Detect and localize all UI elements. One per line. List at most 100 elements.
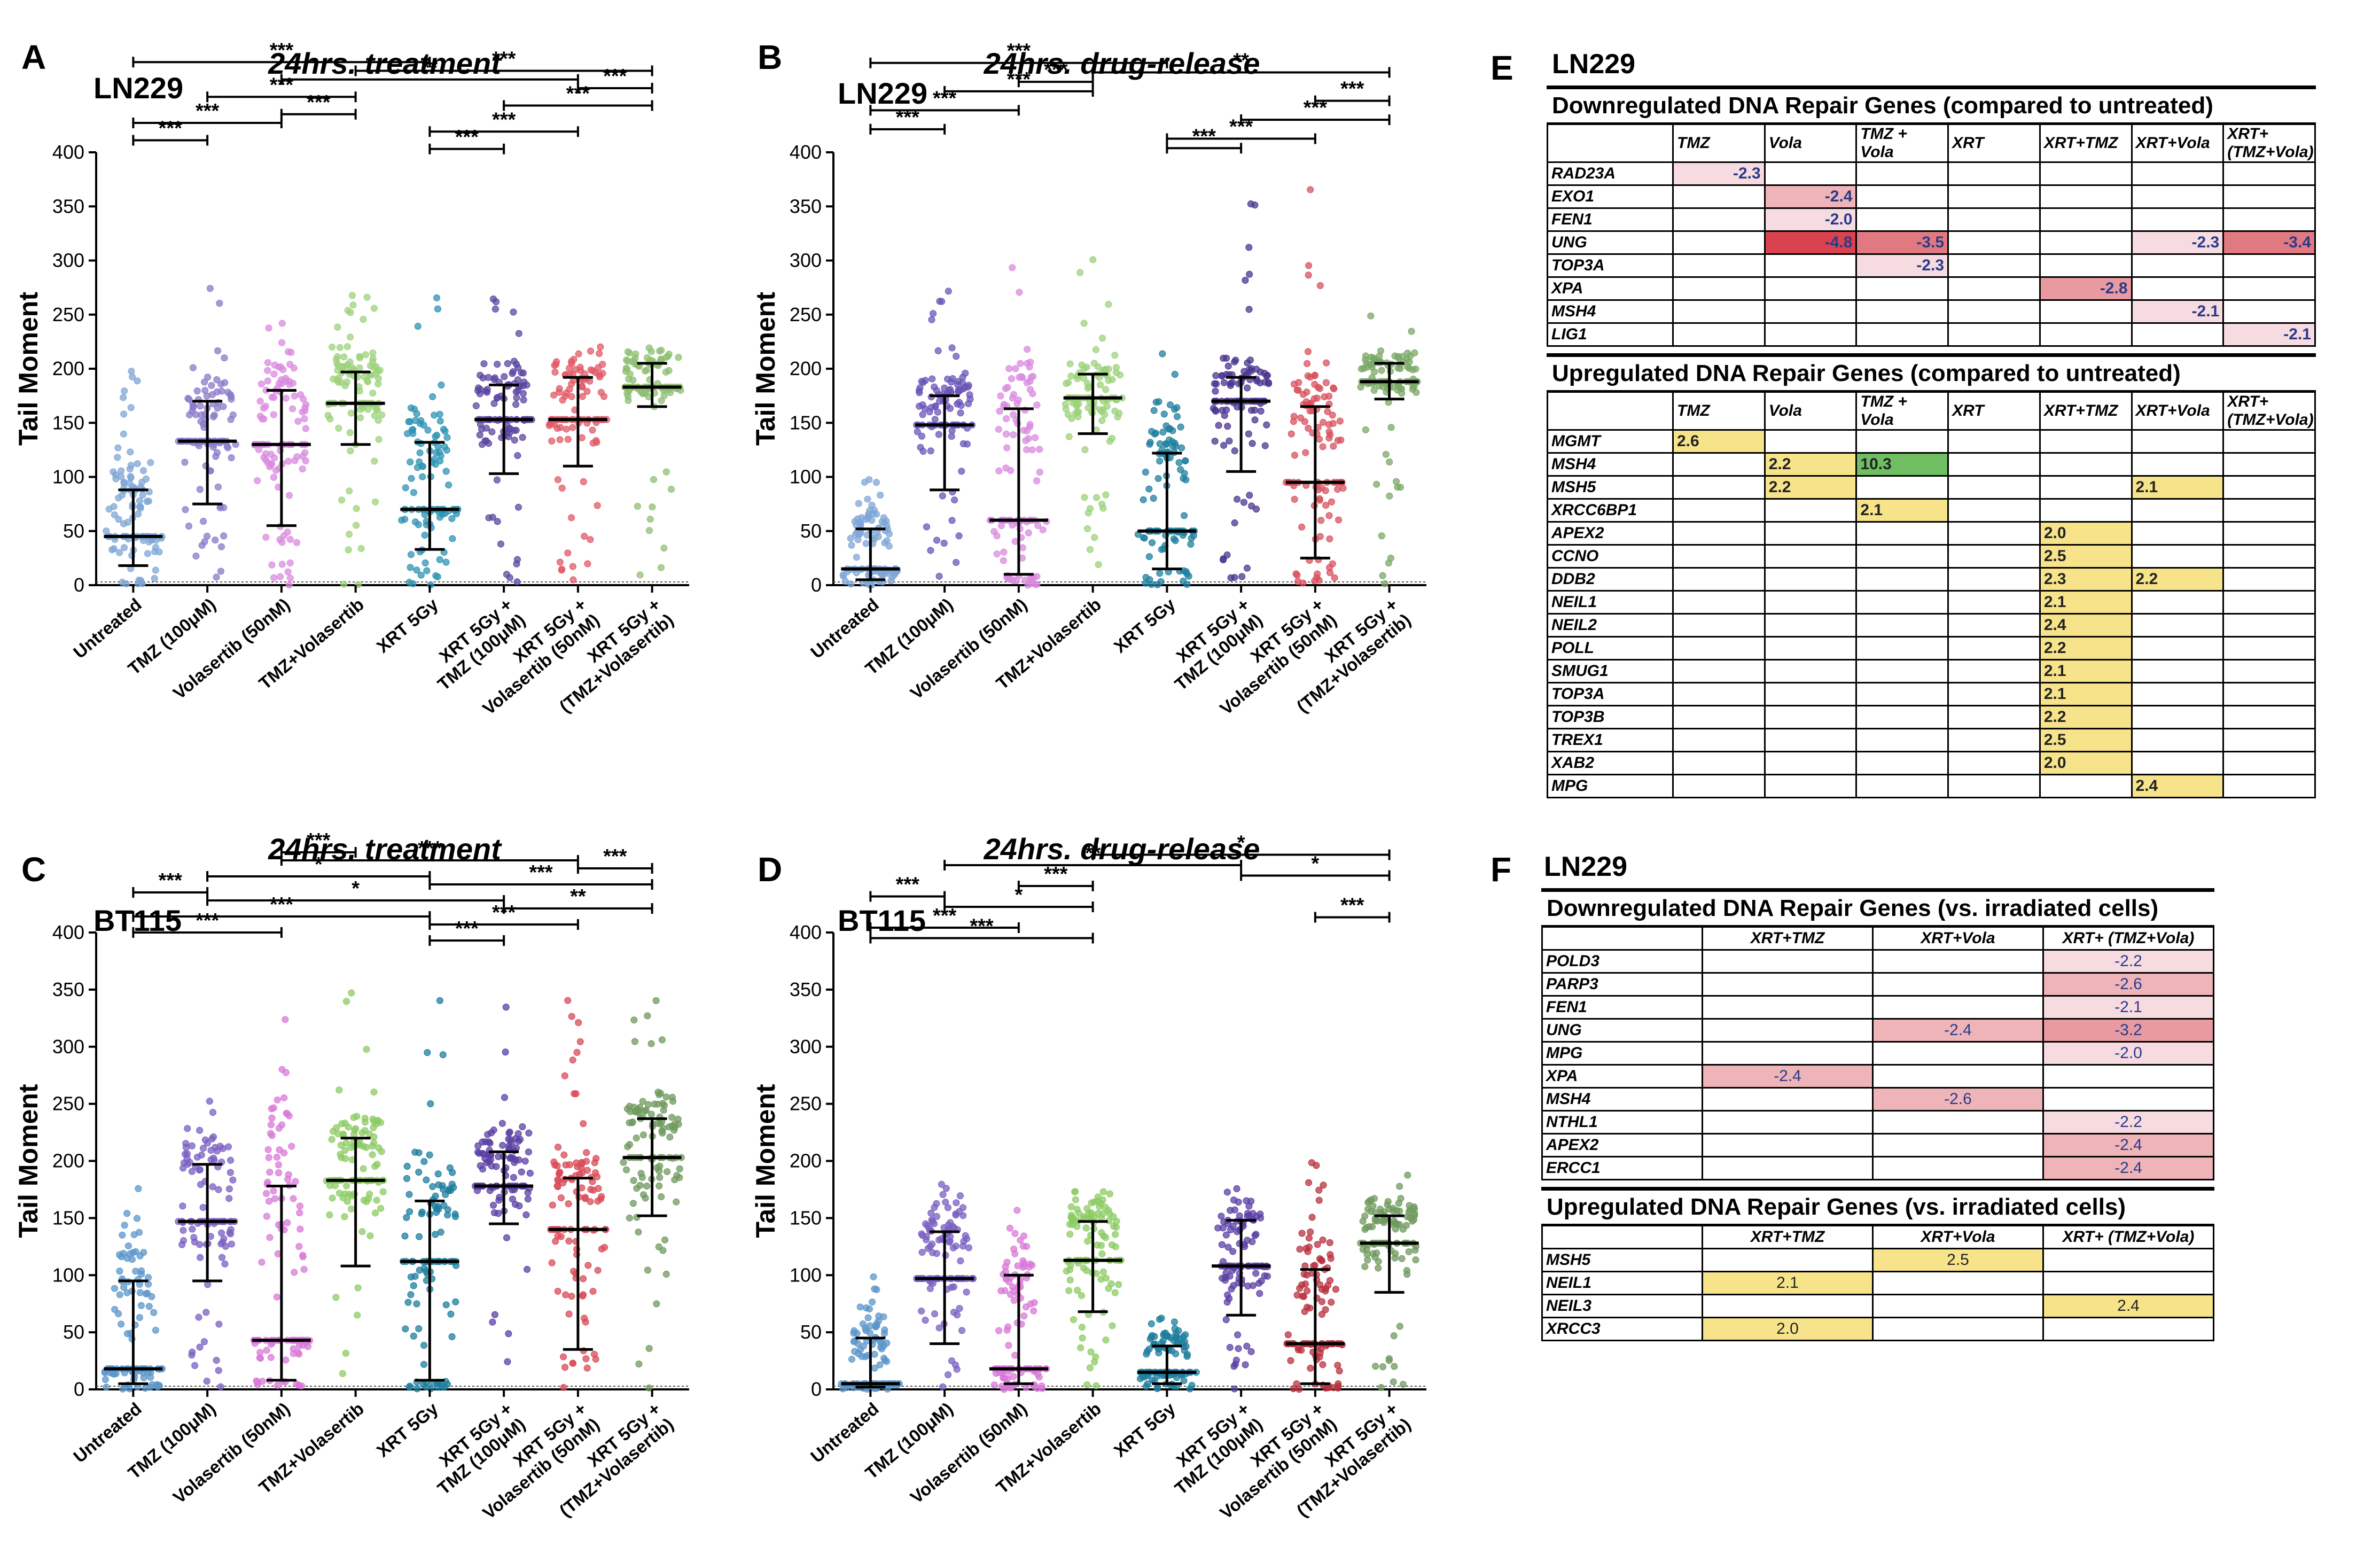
data-point [1149,1376,1156,1384]
data-point [659,1247,667,1254]
data-point [927,447,934,455]
data-point [639,1131,647,1139]
data-point [1009,576,1017,584]
gene-name: UNG [1541,1018,1703,1043]
data-point [1034,1370,1041,1378]
data-point [1013,400,1021,407]
data-point [513,560,520,568]
data-point [1102,1336,1110,1344]
fold-change-cell: -2.4 [2042,1133,2214,1157]
data-point [499,1141,506,1149]
gene-name: MSH4 [1541,1087,1703,1112]
table-e-cell-line: LN229 [1552,49,1636,80]
data-point [434,1170,442,1178]
data-point [415,521,422,529]
data-point [479,1165,487,1173]
data-point [565,1237,573,1245]
data-point [408,475,415,482]
fold-change-cell [2039,299,2133,324]
data-point [1357,365,1365,372]
data-point [220,504,228,511]
data-point [1008,375,1015,383]
data-point [939,1383,947,1390]
data-point [291,457,299,464]
data-point [562,1161,569,1169]
data-point [569,1056,576,1064]
significance-bracket: *** [869,905,1020,933]
gene-name: TREX1 [1547,728,1674,752]
data-point [360,1143,367,1150]
data-point [1160,410,1168,418]
data-point [949,375,956,382]
data-point [275,1169,283,1177]
data-point [549,1201,556,1209]
data-point [280,532,287,540]
data-point [1016,374,1023,381]
data-point [216,300,223,307]
data-point [1307,186,1314,193]
gene-name: MSH5 [1547,475,1674,500]
data-point [147,1373,154,1381]
data-point [914,428,921,436]
fold-change-cell [1672,276,1766,301]
data-point [1323,359,1330,367]
data-point [431,411,438,419]
data-point [871,1364,878,1372]
data-point [340,580,348,588]
data-point [587,536,594,543]
data-point [476,431,483,439]
data-point [1307,1364,1314,1372]
data-point [854,515,861,523]
fold-change-cell [2042,1248,2214,1272]
gene-name: MSH5 [1541,1248,1703,1272]
data-point [289,405,296,413]
data-point [1329,560,1336,568]
fold-change-cell [1763,567,1858,592]
data-point [1399,1225,1407,1233]
fold-change-cell [1763,276,1858,301]
data-point [1084,525,1091,532]
data-point [485,514,493,522]
data-point [525,1129,533,1137]
data-point [1084,384,1091,392]
fold-change-cell: -2.4 [1763,184,1858,209]
data-point [586,377,594,385]
fold-change-cell [1855,774,1949,798]
fold-change-cell: -2.4 [1702,1064,1874,1089]
data-point [424,426,432,434]
data-point [595,364,602,371]
data-point [123,1255,131,1262]
data-point [660,1107,667,1114]
fold-change-cell [2222,475,2316,500]
table-e-downregulated: TMZ Vola TMZ + Vola XRT XRT+TMZ XRT+Vola XRT+ … [1547,125,2316,347]
data-point [285,457,292,465]
data-point [264,367,271,374]
data-point [1083,1267,1090,1275]
data-point [414,323,422,330]
data-point [289,379,296,387]
data-point [181,459,189,466]
data-point [1332,1286,1339,1293]
data-point [1067,1203,1075,1210]
data-point [420,1342,428,1349]
data-point [123,1330,131,1338]
y-tick-label: 100 [52,466,84,488]
data-point [1326,569,1334,577]
data-point [114,444,122,452]
data-point [524,1189,532,1196]
data-point [554,1144,561,1151]
fold-change-cell [1702,1248,1874,1272]
data-point [1361,1225,1369,1233]
data-point [1065,433,1073,440]
gene-name: RAD23A [1547,161,1674,186]
table-row: MSH4 -2.6 [1541,1087,2214,1112]
data-point [673,1198,680,1206]
fold-change-cell [2222,751,2316,775]
data-point [929,1218,937,1225]
data-point [660,545,668,552]
gene-name: MSH4 [1547,452,1674,477]
data-point [199,1203,207,1211]
data-point [370,305,378,312]
fold-change-cell [2222,184,2316,209]
data-point [348,989,355,997]
